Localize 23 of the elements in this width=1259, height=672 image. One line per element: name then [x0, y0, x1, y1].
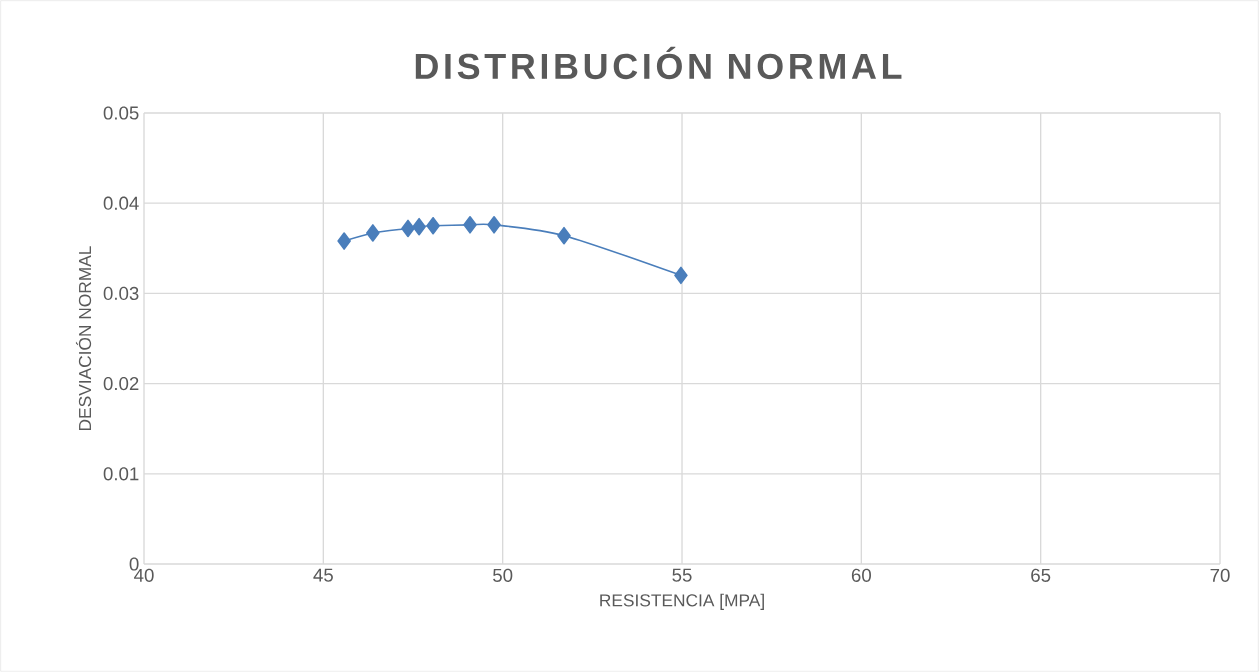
point	[557, 226, 571, 245]
y-tick-label: 0.05	[103, 106, 139, 120]
x-tick-label: 70	[1210, 568, 1230, 582]
y-axis-title: DESVIACIÓN NORMAL	[75, 246, 92, 431]
y-tick-label: 0.04	[103, 196, 139, 210]
x-tick-label: 50	[493, 568, 513, 582]
x-tick-label: 60	[851, 568, 871, 582]
chart-title: DISTRIBUCIÓN NORMAL	[415, 46, 902, 80]
point	[337, 232, 351, 250]
point	[401, 219, 415, 238]
point	[412, 217, 426, 236]
y-tick-label: 0.03	[103, 286, 139, 301]
x-axis-title: RESISTENCIA [MPA]	[600, 593, 764, 610]
point	[426, 216, 440, 235]
point	[463, 216, 477, 234]
point	[674, 266, 688, 285]
point	[366, 224, 380, 242]
x-tick-label: 45	[313, 568, 333, 582]
y-tick-label: 0.01	[103, 467, 139, 481]
x-tick-label: 65	[1031, 568, 1051, 582]
y-tick-label: 0.02	[103, 376, 139, 391]
point	[487, 216, 501, 234]
x-tick-label: 55	[672, 568, 692, 582]
